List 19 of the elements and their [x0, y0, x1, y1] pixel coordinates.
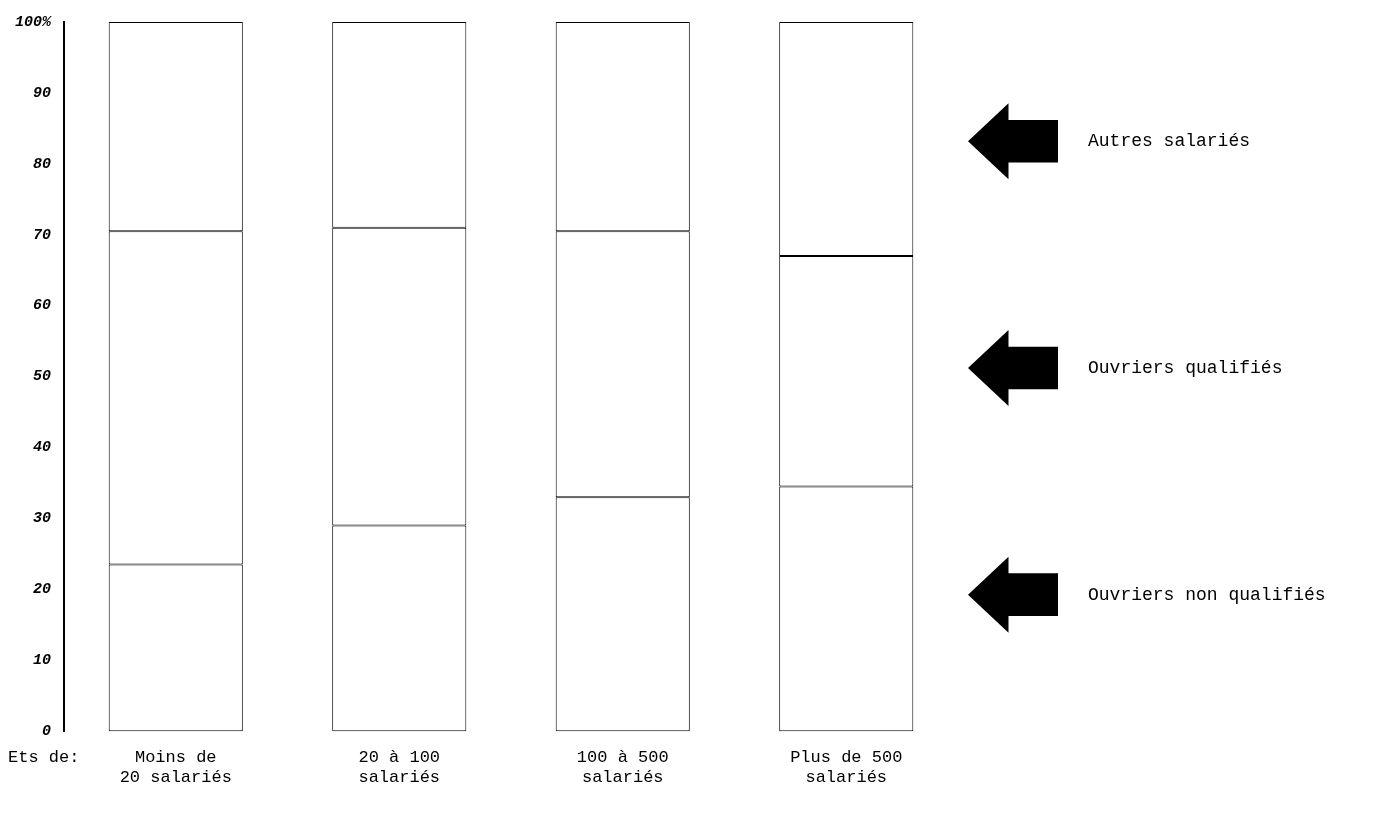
- y-tick-label: 40: [32, 439, 52, 457]
- y-tick-label: 10: [32, 652, 52, 670]
- x-tick-label: Plus de 500 salariés: [790, 747, 903, 788]
- y-tick-label: 30: [32, 510, 52, 528]
- text: Ouvriers non qualifiés: [1088, 584, 1326, 605]
- y-tick-label: 50: [32, 368, 52, 386]
- x-axis-title: Ets de:: [8, 748, 80, 767]
- y-tick-label: 0: [41, 722, 52, 740]
- x-tick-label: 20 à 100 salariés: [358, 747, 441, 788]
- text: Ouvriers qualifiés: [1088, 357, 1283, 378]
- x-tick-label: Moins de 20 salariés: [119, 747, 232, 788]
- y-tick-label: 100%: [14, 13, 52, 31]
- x-tick-label: 100 à 500 salariés: [576, 747, 669, 788]
- y-tick-label: 90: [32, 84, 52, 102]
- y-tick-label: 60: [32, 297, 52, 315]
- text: Autres salariés: [1088, 131, 1251, 152]
- y-tick-label: 80: [32, 155, 52, 173]
- y-tick-label: 20: [32, 581, 52, 599]
- y-tick-label: 70: [32, 226, 52, 244]
